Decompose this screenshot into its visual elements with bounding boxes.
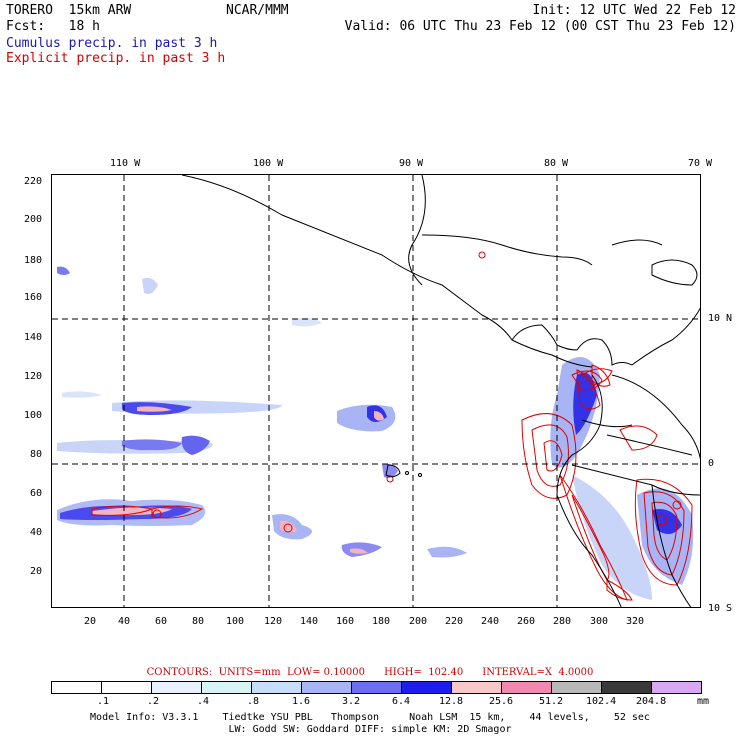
lat-lon-grid (52, 175, 700, 607)
colorbar-label: .2 (147, 696, 160, 707)
color-bin (352, 682, 402, 693)
y-tick: 20 (30, 566, 43, 577)
colorbar-unit: mm (697, 696, 710, 707)
lon-label-90w: 90 W (399, 158, 424, 169)
color-bin (52, 682, 102, 693)
color-bin (552, 682, 602, 693)
color-bin (452, 682, 502, 693)
color-bin (502, 682, 552, 693)
model-info-line1: Model Info: V3.3.1 Tiedtke YSU PBL Thomp… (90, 712, 650, 723)
colorbar-label: 3.2 (342, 696, 361, 707)
lat-label-0: 0 (708, 458, 715, 469)
valid-time: Valid: 06 UTC Thu 23 Feb 12 (00 CST Thu … (344, 19, 736, 34)
lon-label-80w: 80 W (544, 158, 569, 169)
color-bin (302, 682, 352, 693)
color-bin (402, 682, 452, 693)
x-tick: 160 (336, 616, 355, 627)
cumulus-precip-areas (57, 266, 694, 600)
colorbar-label: .8 (247, 696, 260, 707)
colorbar-label: 204.8 (636, 696, 667, 707)
cumulus-field-title: Cumulus precip. in past 3 h (6, 36, 218, 51)
colorbar-label: .1 (97, 696, 110, 707)
color-bin (252, 682, 302, 693)
map-canvas (52, 175, 700, 607)
map-plot (51, 174, 701, 608)
forecast-hour: Fcst: 18 h (6, 19, 100, 34)
lat-label-10n: 10 N (708, 313, 733, 324)
y-tick: 120 (24, 371, 43, 382)
x-tick: 40 (118, 616, 131, 627)
x-tick: 300 (590, 616, 609, 627)
y-tick: 160 (24, 292, 43, 303)
colorbar-label: 6.4 (392, 696, 411, 707)
y-tick: 40 (30, 527, 43, 538)
y-tick: 200 (24, 214, 43, 225)
x-tick: 60 (155, 616, 168, 627)
color-bin (102, 682, 152, 693)
color-bin (602, 682, 652, 693)
colorbar-label: 25.6 (489, 696, 514, 707)
color-bin (652, 682, 701, 693)
color-bar (51, 681, 702, 694)
colorbar-label: 1.6 (292, 696, 311, 707)
lat-label-10s: 10 S (708, 603, 733, 614)
model-info-line2: LW: Godd SW: Goddard DIFF: simple KM: 2D… (228, 724, 512, 735)
x-tick: 20 (84, 616, 97, 627)
init-time: Init: 12 UTC Wed 22 Feb 12 (532, 3, 737, 18)
lon-label-100w: 100 W (253, 158, 284, 169)
coastlines (181, 175, 700, 607)
explicit-field-title: Explicit precip. in past 3 h (6, 51, 226, 66)
x-tick: 280 (553, 616, 572, 627)
color-bin (202, 682, 252, 693)
x-tick: 220 (445, 616, 464, 627)
explicit-precip-contours (91, 251, 693, 601)
org-label: NCAR/MMM (226, 3, 289, 18)
model-title: TORERO 15km ARW (6, 3, 132, 18)
colorbar-label: .4 (197, 696, 210, 707)
y-tick: 140 (24, 332, 43, 343)
y-tick: 60 (30, 488, 43, 499)
y-tick: 180 (24, 255, 43, 266)
colorbar-label: 102.4 (586, 696, 617, 707)
colorbar-label: 12.8 (439, 696, 464, 707)
x-tick: 260 (517, 616, 536, 627)
x-tick: 120 (264, 616, 283, 627)
color-bin (152, 682, 202, 693)
colorbar-label: 51.2 (539, 696, 564, 707)
x-tick: 320 (626, 616, 645, 627)
x-tick: 180 (372, 616, 391, 627)
x-tick: 140 (300, 616, 319, 627)
x-tick: 100 (226, 616, 245, 627)
x-tick: 200 (409, 616, 428, 627)
y-tick: 100 (24, 410, 43, 421)
x-tick: 240 (481, 616, 500, 627)
x-tick: 80 (192, 616, 205, 627)
lon-label-110w: 110 W (110, 158, 141, 169)
y-tick: 80 (30, 449, 43, 460)
lon-label-70w: 70 W (688, 158, 713, 169)
contour-info: CONTOURS: UNITS=mm LOW= 0.10000 HIGH= 10… (146, 667, 594, 678)
y-tick: 220 (24, 176, 43, 187)
